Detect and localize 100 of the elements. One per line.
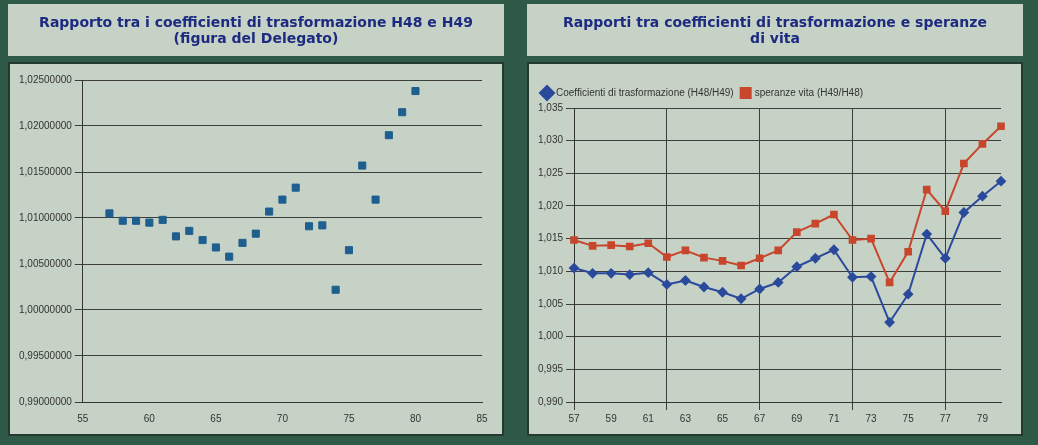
point [265,207,274,216]
point [698,282,709,293]
point [977,191,988,202]
point [158,215,167,224]
legend-label: Coefficienti di trasformazione (H48/H49) [556,86,734,98]
point [997,122,1005,131]
point [940,253,951,264]
point [921,229,932,240]
chart-title: Rapporti tra coefficienti di trasformazione e speranze di vita [527,4,1023,56]
point [848,236,857,244]
x-tick-label: 55 [77,412,89,424]
point [774,246,783,255]
y-tick-label: 1,01000000 [18,211,73,223]
point [754,283,765,294]
point [830,210,838,219]
x-tick-label: 79 [976,412,989,424]
point [570,236,578,244]
x-tick-label: 69 [791,412,803,424]
x-tick-label: 71 [828,412,840,424]
y-tick-label: 1,00000000 [18,303,73,315]
x-tick-label: 85 [476,412,488,424]
x-tick-label: 73 [865,412,878,424]
point [304,222,314,231]
point [105,209,114,218]
point [398,108,407,117]
x-tick-label: 65 [716,412,729,424]
point [941,207,950,216]
point [736,293,747,304]
point [978,140,987,148]
point [211,243,220,252]
point [700,253,708,262]
y-tick-label: 1,035 [537,101,564,113]
x-tick-label: 75 [343,412,355,424]
point [737,261,745,270]
legend-label: speranze vita (H49/H48) [754,86,864,98]
point [291,183,300,192]
chart-title: Rapporto tra i coefficienti di trasformazione H48 e H49 (figura del Delegato) [8,4,504,56]
y-tick-label: 0,995 [537,363,564,375]
y-tick-label: 1,01500000 [18,165,73,177]
y-tick-label: 0,99500000 [18,349,73,361]
x-tick-label: 77 [939,412,952,424]
point [587,268,598,279]
point [607,241,615,250]
point [569,263,580,274]
point [185,226,194,235]
y-tick-label: 1,020 [537,199,564,211]
point [922,185,931,194]
y-tick-label: 1,000 [537,330,564,342]
y-tick-label: 1,02500000 [18,73,73,85]
point [643,267,654,278]
point [171,232,181,241]
y-tick-label: 1,005 [537,297,564,309]
point [371,195,380,204]
x-tick-label: 57 [568,412,581,424]
point [960,159,968,168]
x-tick-label: 80 [409,412,422,424]
point [118,216,127,225]
point [344,246,353,255]
point [278,195,287,204]
point [866,271,877,282]
point [358,161,367,170]
x-tick-label: 67 [754,412,766,424]
y-tick-label: 0,990 [537,395,564,407]
point [718,257,727,265]
point [225,252,234,261]
point [828,244,839,255]
point [238,238,247,247]
y-tick-label: 1,010 [537,265,564,277]
point [624,269,635,280]
y-tick-label: 1,030 [537,134,564,146]
x-tick-label: 63 [679,412,692,424]
y-tick-label: 1,015 [537,232,564,244]
point [810,253,821,264]
point [318,221,327,230]
point [661,279,672,290]
point [773,277,784,288]
point [331,285,340,294]
point [132,216,141,225]
x-tick-label: 59 [605,412,618,424]
y-tick-label: 1,025 [537,167,564,179]
point [996,176,1006,187]
point [588,242,597,250]
y-tick-label: 1,00500000 [18,257,73,269]
x-tick-label: 70 [276,412,289,424]
point [251,229,260,238]
point [644,239,653,248]
point [625,242,634,251]
point [792,228,801,236]
point [145,218,154,227]
point [663,253,671,261]
point [198,236,207,245]
y-tick-label: 1,02000000 [18,119,73,131]
point [411,87,420,96]
point [847,272,858,283]
point [904,247,913,256]
point [791,261,802,272]
x-tick-label: 75 [902,412,915,424]
x-tick-label: 61 [642,412,655,424]
point [884,317,895,328]
x-tick-label: 60 [143,412,156,424]
